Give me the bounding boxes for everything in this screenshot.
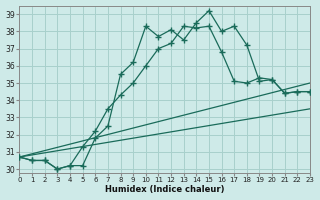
X-axis label: Humidex (Indice chaleur): Humidex (Indice chaleur) [105, 185, 225, 194]
